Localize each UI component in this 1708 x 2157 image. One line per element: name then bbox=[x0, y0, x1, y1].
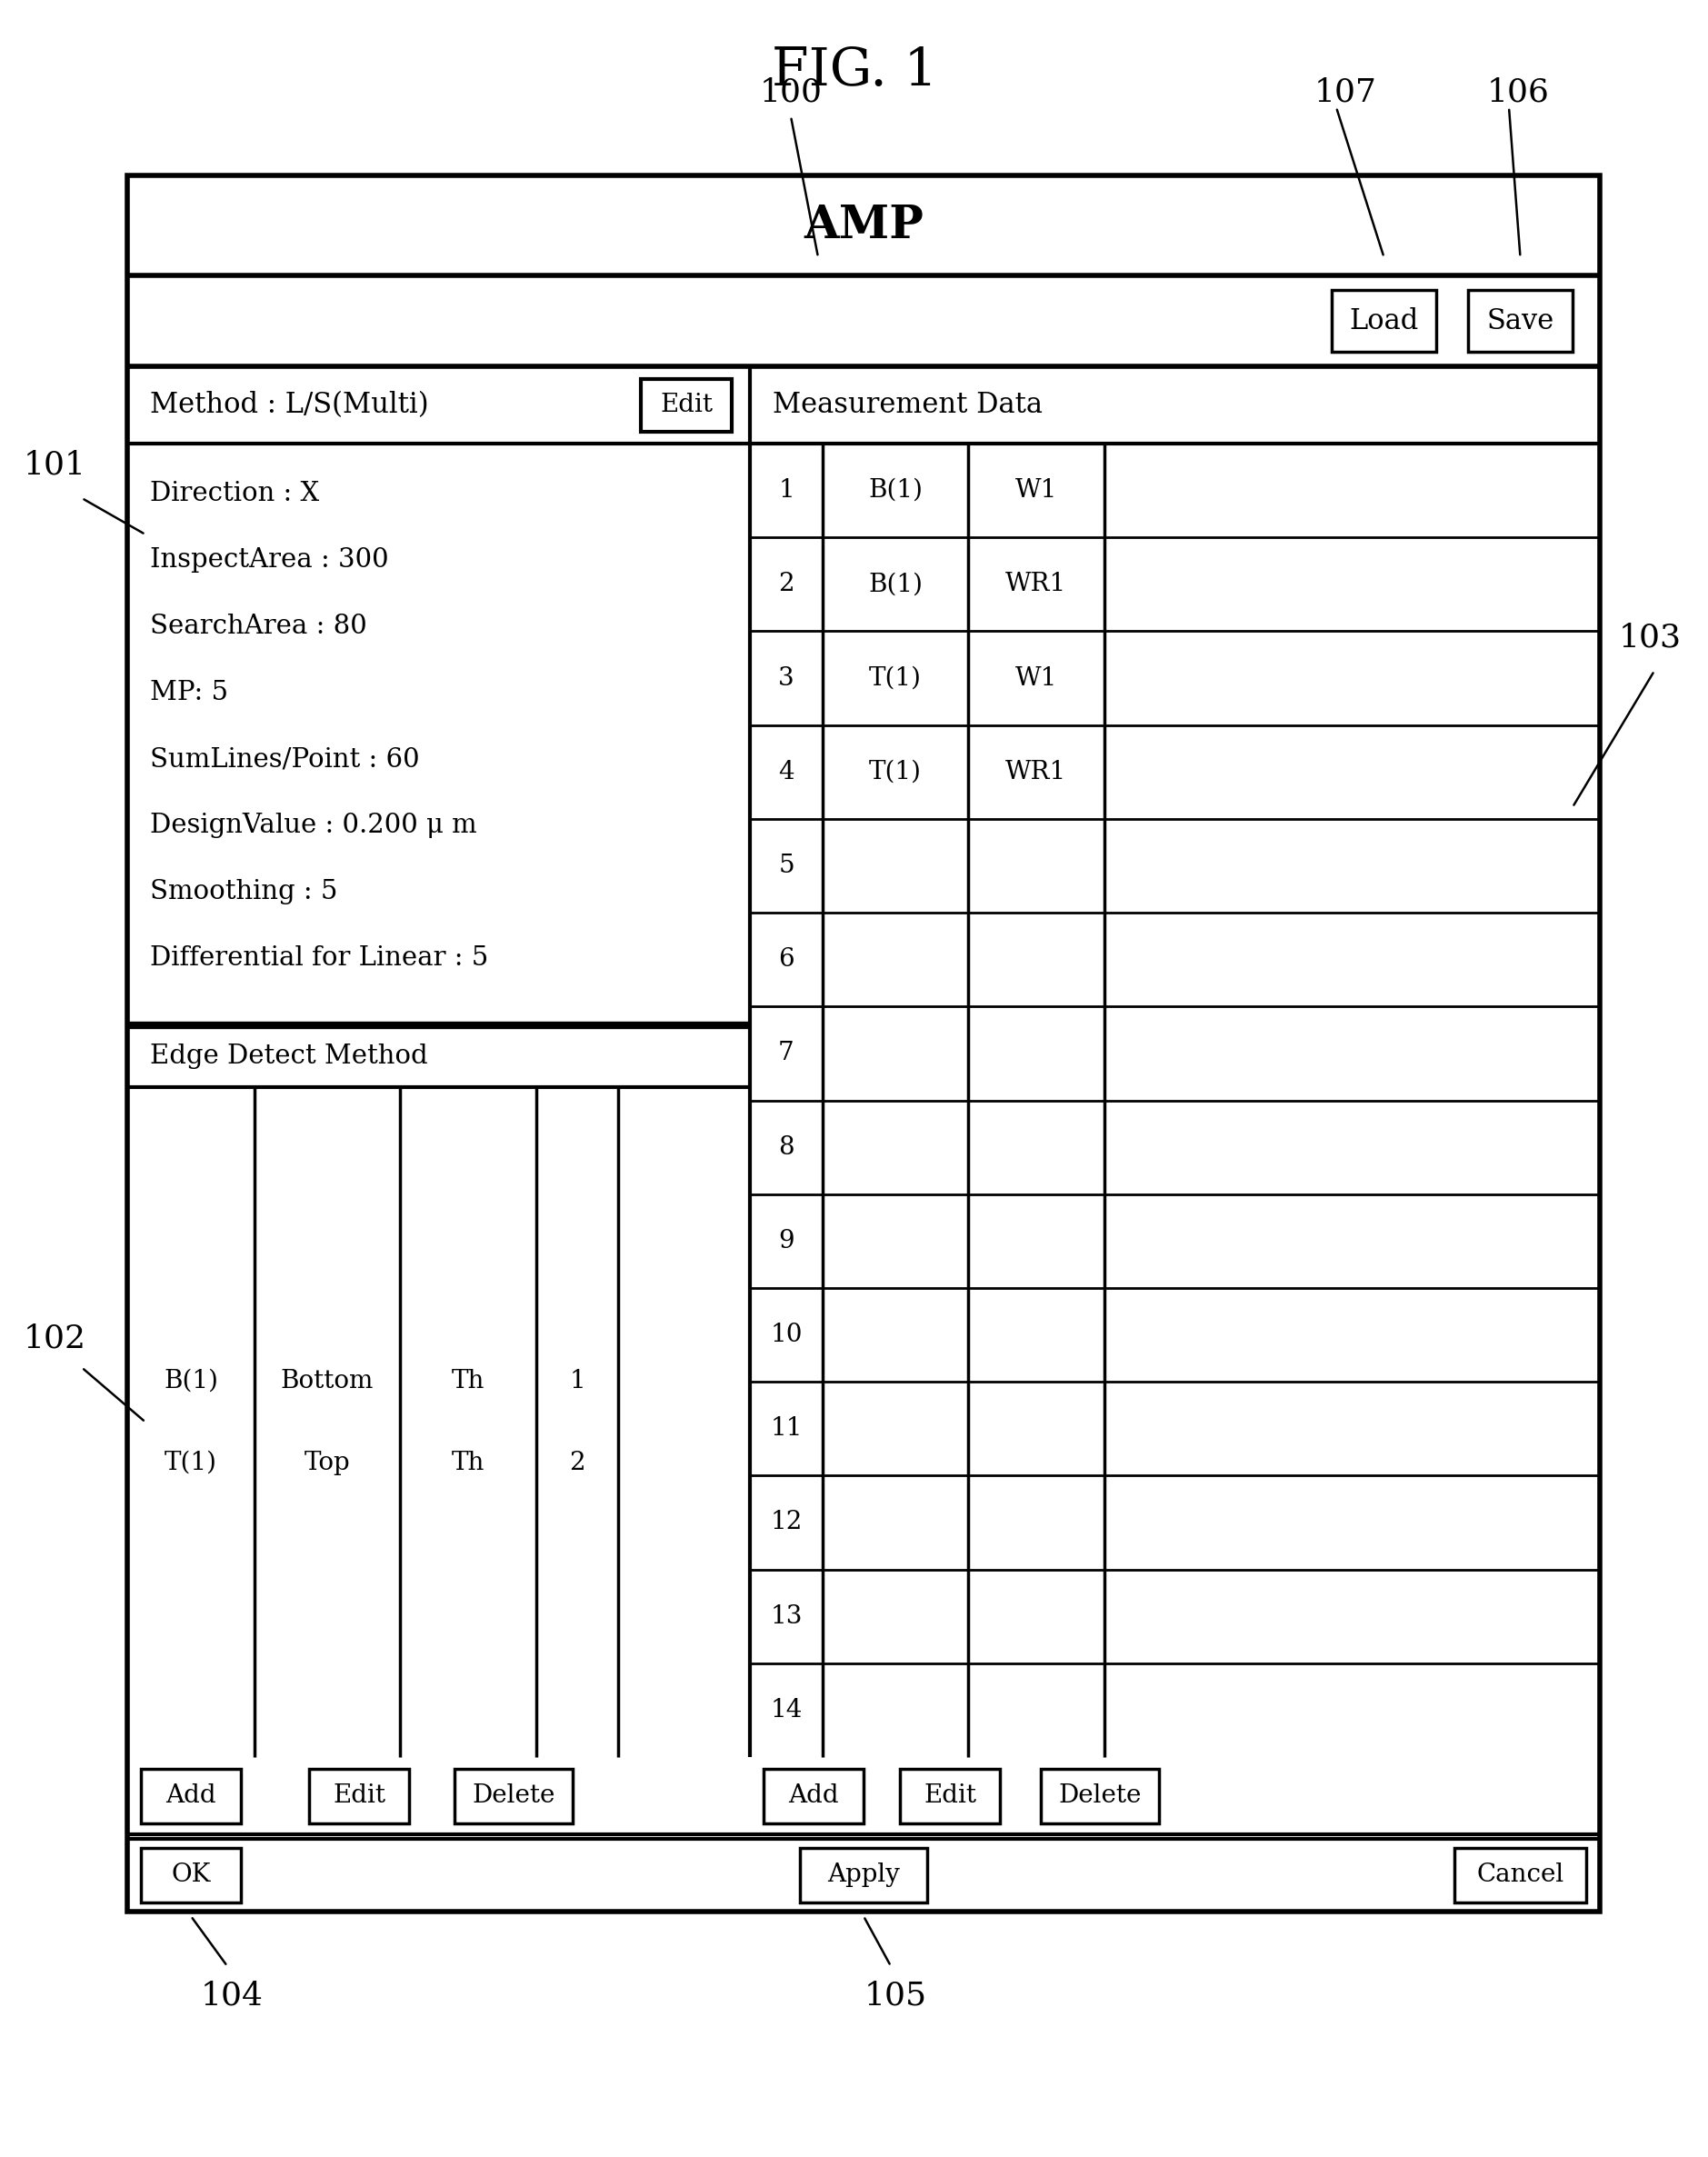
Text: Edit: Edit bbox=[333, 1784, 386, 1808]
Text: Edit: Edit bbox=[659, 393, 712, 416]
Text: 106: 106 bbox=[1486, 75, 1549, 108]
Text: SumLines/Point : 60: SumLines/Point : 60 bbox=[150, 746, 420, 772]
Text: Add: Add bbox=[166, 1784, 217, 1808]
Text: Load: Load bbox=[1349, 306, 1419, 334]
Text: Add: Add bbox=[789, 1784, 839, 1808]
Text: 13: 13 bbox=[770, 1605, 803, 1629]
Text: 4: 4 bbox=[779, 759, 794, 785]
Text: Cancel: Cancel bbox=[1476, 1864, 1565, 1887]
Text: Save: Save bbox=[1486, 306, 1554, 334]
Text: 102: 102 bbox=[24, 1322, 85, 1355]
Text: 6: 6 bbox=[779, 947, 794, 973]
Text: 11: 11 bbox=[770, 1417, 803, 1441]
Text: Apply: Apply bbox=[827, 1864, 900, 1887]
Text: 8: 8 bbox=[779, 1135, 794, 1160]
Text: MP: 5: MP: 5 bbox=[150, 679, 229, 705]
Bar bbox=[640, 380, 731, 431]
Text: Edit: Edit bbox=[924, 1784, 977, 1808]
Text: Measurement Data: Measurement Data bbox=[772, 390, 1042, 418]
Text: 12: 12 bbox=[770, 1510, 803, 1536]
Bar bbox=[309, 1769, 408, 1823]
Text: 1: 1 bbox=[779, 479, 794, 503]
Text: Bottom: Bottom bbox=[280, 1370, 374, 1393]
Text: AMP: AMP bbox=[803, 203, 924, 248]
Text: SearchArea : 80: SearchArea : 80 bbox=[150, 613, 367, 638]
Text: T(1): T(1) bbox=[164, 1452, 217, 1475]
Text: 100: 100 bbox=[760, 75, 822, 108]
Text: Delete: Delete bbox=[1059, 1784, 1141, 1808]
Text: Top: Top bbox=[304, 1452, 350, 1475]
Text: Delete: Delete bbox=[471, 1784, 555, 1808]
Text: Method : L/S(Multi): Method : L/S(Multi) bbox=[150, 390, 429, 418]
Text: WR1: WR1 bbox=[1006, 572, 1068, 597]
Text: B(1): B(1) bbox=[868, 572, 922, 597]
Text: 9: 9 bbox=[779, 1229, 794, 1253]
Text: 2: 2 bbox=[569, 1452, 586, 1475]
Bar bbox=[140, 1849, 241, 1902]
Text: B(1): B(1) bbox=[868, 479, 922, 503]
Text: 101: 101 bbox=[24, 449, 85, 481]
Text: WR1: WR1 bbox=[1006, 759, 1068, 785]
Text: 1: 1 bbox=[569, 1370, 586, 1393]
Text: W1: W1 bbox=[1015, 667, 1057, 690]
Bar bbox=[1455, 1849, 1587, 1902]
Text: Edge Detect Method: Edge Detect Method bbox=[150, 1044, 427, 1070]
Bar bbox=[128, 175, 1600, 1911]
Text: DesignValue : 0.200 μ m: DesignValue : 0.200 μ m bbox=[150, 813, 477, 839]
Text: 104: 104 bbox=[200, 1980, 263, 2010]
Text: T(1): T(1) bbox=[869, 759, 922, 785]
Text: 2: 2 bbox=[779, 572, 794, 597]
Text: 5: 5 bbox=[779, 854, 794, 878]
Text: 14: 14 bbox=[770, 1698, 803, 1723]
Bar bbox=[763, 1769, 864, 1823]
Bar bbox=[140, 1769, 241, 1823]
Text: InspectArea : 300: InspectArea : 300 bbox=[150, 548, 389, 572]
Bar bbox=[1332, 289, 1436, 352]
Bar bbox=[900, 1769, 999, 1823]
Bar bbox=[1467, 289, 1573, 352]
Text: 3: 3 bbox=[779, 667, 794, 690]
Bar bbox=[799, 1849, 927, 1902]
Text: T(1): T(1) bbox=[869, 667, 922, 690]
Bar bbox=[1040, 1769, 1160, 1823]
Text: Th: Th bbox=[451, 1452, 485, 1475]
Text: 107: 107 bbox=[1313, 75, 1377, 108]
Text: 10: 10 bbox=[770, 1322, 803, 1348]
Bar bbox=[454, 1769, 572, 1823]
Text: 103: 103 bbox=[1619, 621, 1681, 654]
Text: 105: 105 bbox=[864, 1980, 927, 2010]
Text: Smoothing : 5: Smoothing : 5 bbox=[150, 880, 338, 904]
Text: 7: 7 bbox=[779, 1042, 794, 1066]
Text: Differential for Linear : 5: Differential for Linear : 5 bbox=[150, 945, 488, 971]
Text: Th: Th bbox=[451, 1370, 485, 1393]
Text: Direction : X: Direction : X bbox=[150, 481, 319, 507]
Text: FIG. 1: FIG. 1 bbox=[772, 45, 938, 97]
Text: B(1): B(1) bbox=[164, 1370, 219, 1393]
Text: W1: W1 bbox=[1015, 479, 1057, 503]
Text: OK: OK bbox=[171, 1864, 210, 1887]
